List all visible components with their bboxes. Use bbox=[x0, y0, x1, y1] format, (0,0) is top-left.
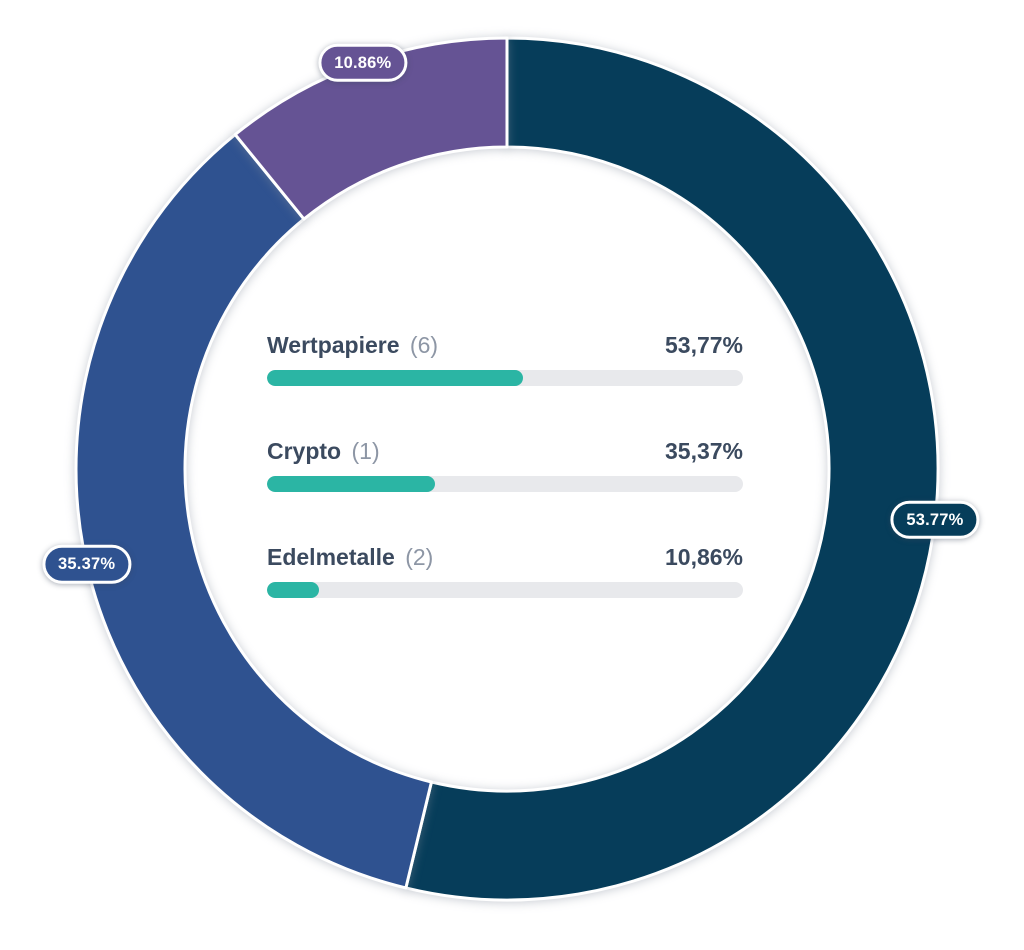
category-count: (6) bbox=[409, 332, 439, 358]
category-label: Edelmetalle (2) bbox=[267, 543, 433, 571]
legend-row-edelmetalle: Edelmetalle (2) 10,86% bbox=[267, 543, 743, 598]
progress-track bbox=[267, 582, 743, 598]
category-label: Wertpapiere (6) bbox=[267, 331, 438, 359]
donut-segment-crypto[interactable] bbox=[74, 133, 433, 890]
progress-fill bbox=[267, 476, 436, 492]
category-name: Crypto bbox=[267, 438, 342, 464]
category-percent: 35,37% bbox=[664, 438, 743, 464]
progress-fill bbox=[267, 370, 523, 386]
donut-segment-wertpapiere[interactable] bbox=[404, 36, 940, 902]
progress-track bbox=[267, 476, 743, 492]
category-name: Wertpapiere bbox=[267, 332, 400, 358]
chart-legend: Wertpapiere (6) 53,77% Crypto (1) 35,37% bbox=[267, 331, 743, 649]
progress-track bbox=[267, 370, 743, 386]
category-count: (1) bbox=[351, 438, 380, 464]
segment-badge-crypto: 35.37% bbox=[42, 544, 132, 584]
segment-badge-wertpapiere: 53.77% bbox=[890, 500, 980, 540]
category-percent: 53,77% bbox=[664, 332, 743, 358]
category-label: Crypto (1) bbox=[267, 437, 380, 465]
category-name: Edelmetalle bbox=[267, 544, 395, 570]
category-percent: 10,86% bbox=[664, 544, 743, 570]
legend-row-crypto: Crypto (1) 35,37% bbox=[267, 437, 743, 492]
progress-fill bbox=[267, 582, 319, 598]
category-count: (2) bbox=[405, 544, 434, 570]
donut-segment-edelmetalle[interactable] bbox=[233, 36, 509, 221]
legend-row-wertpapiere: Wertpapiere (6) 53,77% bbox=[267, 331, 743, 386]
segment-badge-edelmetalle: 10.86% bbox=[318, 43, 408, 83]
